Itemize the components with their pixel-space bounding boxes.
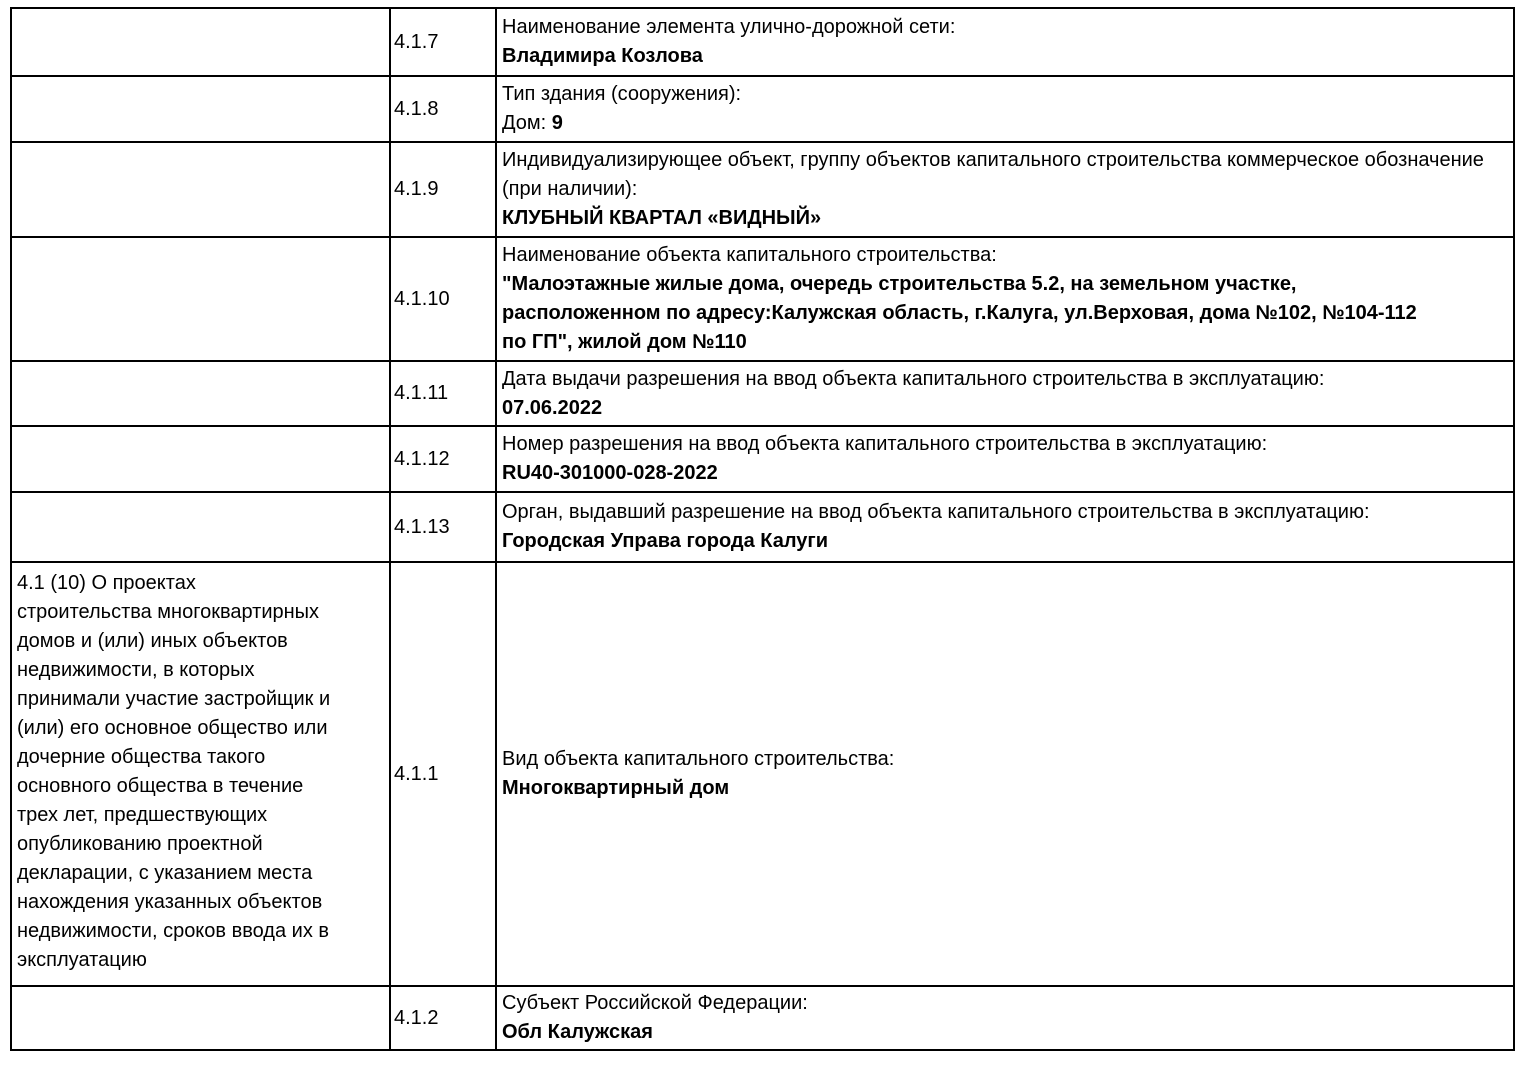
table-row: 4.1.12 Номер разрешения на ввод объекта … xyxy=(10,425,1515,493)
field-cell: Тип здания (сооружения): Дом: 9 xyxy=(495,75,1515,143)
field-value: Городская Управа города Калуги xyxy=(502,530,829,552)
field-cell: Индивидуализирующее объект, группу объек… xyxy=(495,141,1515,238)
field-label: Субъект Российской Федерации: xyxy=(502,992,808,1014)
table-row: 4.1.11 Дата выдачи разрешения на ввод об… xyxy=(10,360,1515,427)
table-row: 4.1.8 Тип здания (сооружения): Дом: 9 xyxy=(10,75,1515,143)
field-label: Тип здания (сооружения): xyxy=(502,83,742,105)
field-cell: Дата выдачи разрешения на ввод объекта к… xyxy=(495,360,1515,427)
row-code: 4.1.10 xyxy=(389,236,497,362)
row-code: 4.1.11 xyxy=(389,360,497,427)
field-value-text: 9 xyxy=(551,112,563,134)
field-cell: Вид объекта капитального строительства: … xyxy=(495,561,1515,987)
row-code: 4.1.9 xyxy=(389,141,497,238)
row-code: 4.1.8 xyxy=(389,75,497,143)
field-cell: Наименование элемента улично-дорожной се… xyxy=(495,7,1515,77)
declaration-table: 4.1.7 Наименование элемента улично-дорож… xyxy=(10,7,1515,1051)
table-row: 4.1.2 Субъект Российской Федерации: Обл … xyxy=(10,985,1515,1051)
section-empty-cell xyxy=(10,985,391,1051)
table-row: 4.1.13 Орган, выдавший разрешение на вво… xyxy=(10,491,1515,563)
section-empty-cell xyxy=(10,236,391,362)
section-empty-cell xyxy=(10,75,391,143)
field-value: "Малоэтажные жилые дома, очередь строите… xyxy=(502,273,1417,353)
field-value: RU40-301000-028-2022 xyxy=(502,462,718,484)
section-empty-cell xyxy=(10,360,391,427)
field-value-prefix: Дом: xyxy=(502,112,552,134)
row-code: 4.1.12 xyxy=(389,425,497,493)
field-cell: Орган, выдавший разрешение на ввод объек… xyxy=(495,491,1515,563)
field-cell: Номер разрешения на ввод объекта капитал… xyxy=(495,425,1515,493)
row-code: 4.1.7 xyxy=(389,7,497,77)
table-row: 4.1.7 Наименование элемента улично-дорож… xyxy=(10,7,1515,77)
field-label: Индивидуализирующее объект, группу объек… xyxy=(502,149,1484,200)
section-empty-cell xyxy=(10,425,391,493)
field-label: Дата выдачи разрешения на ввод объекта к… xyxy=(502,367,1325,390)
section-empty-cell xyxy=(10,7,391,77)
row-code: 4.1.1 xyxy=(389,561,497,987)
section-empty-cell xyxy=(10,141,391,238)
section-description: 4.1 (10) О проектах строительства многок… xyxy=(10,561,391,987)
field-label: Номер разрешения на ввод объекта капитал… xyxy=(502,433,1268,455)
table-row: 4.1.9 Индивидуализирующее объект, группу… xyxy=(10,141,1515,238)
field-value: Дом: 9 xyxy=(502,109,1508,138)
field-label: Вид объекта капитального строительства: xyxy=(502,748,895,770)
field-label: Наименование элемента улично-дорожной се… xyxy=(502,16,956,38)
field-label: Наименование объекта капитального строит… xyxy=(502,244,997,266)
section-empty-cell xyxy=(10,491,391,563)
row-code: 4.1.13 xyxy=(389,491,497,563)
table-row: 4.1.10 Наименование объекта капитального… xyxy=(10,236,1515,362)
field-value: Многоквартирный дом xyxy=(502,777,730,799)
field-value: Владимира Козлова xyxy=(502,45,703,67)
field-value: Обл Калужская xyxy=(502,1021,653,1043)
row-code: 4.1.2 xyxy=(389,985,497,1051)
table-row: 4.1 (10) О проектах строительства многок… xyxy=(10,561,1515,987)
field-label: Орган, выдавший разрешение на ввод объек… xyxy=(502,501,1370,523)
field-cell: Субъект Российской Федерации: Обл Калужс… xyxy=(495,985,1515,1051)
field-value: 07.06.2022 xyxy=(502,396,603,419)
field-value: КЛУБНЫЙ КВАРТАЛ «ВИДНЫЙ» xyxy=(502,207,822,229)
field-cell: Наименование объекта капитального строит… xyxy=(495,236,1515,362)
